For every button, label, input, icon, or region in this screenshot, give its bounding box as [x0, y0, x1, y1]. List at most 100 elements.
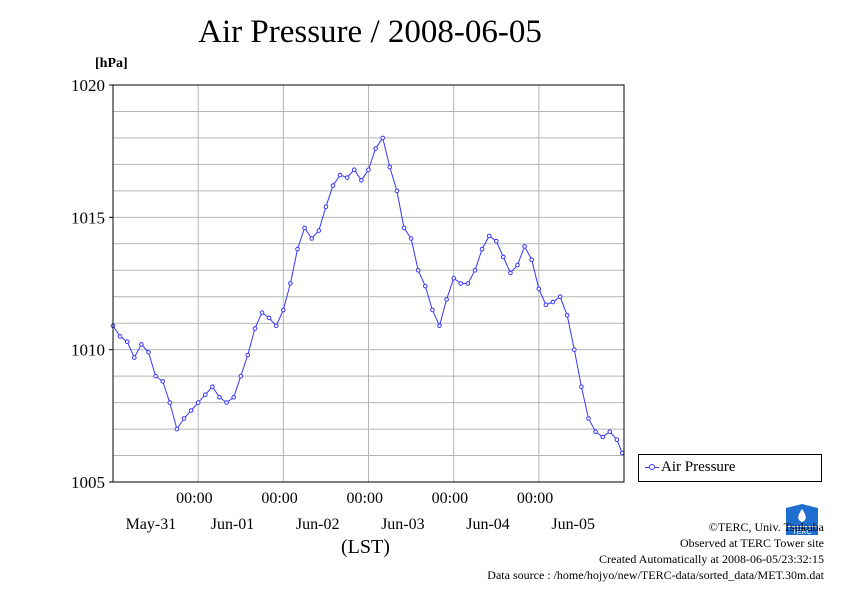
- data-point: [394, 188, 400, 194]
- data-point: [451, 275, 457, 281]
- plot-frame: [112, 84, 625, 483]
- data-point: [174, 426, 180, 432]
- data-point: [132, 355, 137, 360]
- data-point: [380, 135, 386, 141]
- x-axis-title: (LST): [341, 536, 390, 558]
- data-point: [273, 323, 279, 329]
- x-day-label: Jun-02: [295, 516, 340, 533]
- data-point: [139, 342, 144, 347]
- grid: [113, 85, 624, 482]
- data-point: [607, 429, 613, 435]
- legend-label: Air Pressure: [661, 459, 736, 475]
- data-point: [224, 400, 229, 405]
- data-point: [479, 246, 485, 252]
- data-point: [153, 373, 158, 379]
- x-day-label: Jun-04: [466, 516, 510, 533]
- svg-text:TERC: TERC: [792, 529, 811, 536]
- data-point: [550, 299, 556, 305]
- terc-logo-icon: TERC: [786, 504, 818, 536]
- data-point: [245, 352, 251, 358]
- data-point: [266, 315, 272, 321]
- x-tick-label: 00:00: [261, 490, 298, 507]
- data-point: [295, 246, 300, 252]
- data-point: [238, 373, 244, 379]
- data-point: [408, 236, 414, 241]
- data-point: [188, 408, 194, 413]
- data-point: [593, 429, 598, 435]
- data-point: [387, 164, 393, 170]
- y-tick-label: 1010: [71, 341, 105, 360]
- data-point: [309, 236, 315, 241]
- data-point: [252, 326, 258, 331]
- x-day-label: Jun-01: [210, 516, 255, 533]
- data-point: [302, 225, 307, 231]
- data-point: [486, 233, 492, 239]
- data-point: [231, 395, 236, 400]
- y-tick-label: 1020: [71, 76, 105, 95]
- data-point: [543, 302, 549, 308]
- data-point: [458, 281, 464, 286]
- data-point: [259, 310, 265, 315]
- y-tick-label: 1015: [71, 208, 105, 227]
- y-tick-label: 1005: [71, 473, 105, 492]
- series-line: [112, 136, 623, 454]
- credit-org: ©TERC, Univ. Tsukuba: [708, 520, 824, 534]
- x-day-label: May-31: [125, 516, 177, 533]
- data-point: [217, 395, 222, 400]
- data-point: [444, 297, 449, 302]
- x-day-label: Jun-03: [381, 516, 425, 533]
- credit-created: Created Automatically at 2008-06-05/23:3…: [599, 552, 824, 566]
- data-point: [437, 323, 442, 329]
- data-point: [316, 228, 322, 233]
- data-point: [195, 400, 201, 405]
- data-point: [401, 225, 407, 231]
- data-point: [430, 307, 435, 313]
- data-point: [352, 167, 357, 172]
- data-point: [124, 339, 130, 345]
- series-air-pressure: [110, 135, 625, 456]
- y-axis: 1005 1010 1015 1020: [71, 76, 113, 492]
- data-point: [366, 167, 371, 172]
- credit-site: Observed at TERC Tower site: [679, 536, 824, 550]
- data-point: [203, 392, 208, 398]
- data-point: [501, 254, 506, 260]
- data-point: [167, 400, 173, 405]
- data-point: [373, 146, 378, 151]
- credit-source: Data source : /home/hojyo/new/TERC-data/…: [487, 568, 824, 582]
- data-point: [337, 172, 343, 178]
- data-point: [614, 437, 620, 443]
- data-point: [508, 270, 513, 276]
- data-point: [288, 281, 293, 286]
- x-tick-label: 00:00: [176, 490, 213, 507]
- data-point: [330, 183, 336, 188]
- data-point: [281, 307, 286, 313]
- data-point: [181, 416, 187, 421]
- y-axis-unit: [hPa]: [95, 56, 128, 71]
- data-point: [529, 257, 535, 263]
- data-point: [117, 334, 123, 339]
- legend-marker-swatch: [649, 464, 655, 470]
- data-point: [323, 204, 329, 209]
- data-point: [465, 281, 471, 286]
- x-tick-label: 00:00: [431, 490, 469, 507]
- data-point: [359, 178, 364, 183]
- data-point: [619, 450, 625, 456]
- data-point: [146, 350, 151, 355]
- data-point: [564, 313, 570, 318]
- x-tick-label: 00:00: [516, 490, 554, 507]
- data-point: [423, 283, 428, 289]
- data-point: [557, 294, 563, 300]
- data-point: [522, 244, 527, 249]
- x-tick-label: 00:00: [346, 490, 383, 507]
- chart-title: Air Pressure / 2008-06-05: [198, 14, 542, 50]
- x-day-label: Jun-05: [551, 516, 595, 533]
- data-point: [472, 268, 478, 273]
- data-point: [515, 262, 520, 268]
- data-point: [344, 175, 350, 180]
- legend: Air Pressure: [638, 454, 822, 482]
- data-point: [579, 384, 584, 390]
- data-point: [600, 434, 606, 440]
- credits: ©TERC, Univ. Tsukuba Observed at TERC To…: [487, 519, 824, 583]
- data-point: [210, 384, 215, 390]
